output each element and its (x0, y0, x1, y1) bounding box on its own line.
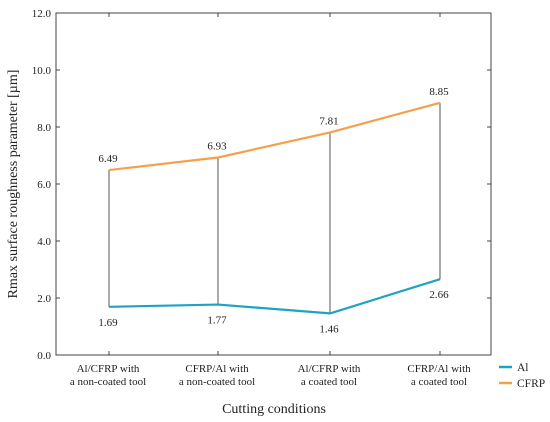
data-labels: 6.49 6.93 7.81 8.85 1.69 1.77 1.46 2.66 (98, 86, 449, 336)
data-label-cfrp: 6.49 (98, 153, 118, 165)
y-tick-label: 8.0 (37, 122, 51, 134)
legend: Al CFRP (499, 362, 545, 390)
x-axis-title: Cutting conditions (222, 402, 326, 417)
y-tick-label: 0.0 (37, 350, 51, 362)
category-label: Al/CFRP with a non-coated tool (70, 363, 146, 388)
y-tick-label: 4.0 (37, 236, 51, 248)
category-label-line: CFRP/Al with (185, 363, 249, 375)
y-axis-title: Rmax surface roughness parameter [µm] (6, 70, 21, 299)
category-label-line: a coated tool (301, 376, 357, 388)
y-tick-label: 6.0 (37, 179, 51, 191)
data-label-cfrp: 7.81 (319, 115, 338, 127)
data-label-al: 2.66 (429, 289, 449, 301)
category-label-line: a non-coated tool (179, 376, 255, 388)
data-label-cfrp: 6.93 (207, 140, 227, 152)
data-label-al: 1.69 (98, 317, 118, 329)
category-label: CFRP/Al with a non-coated tool (179, 363, 255, 388)
series-line-cfrp (108, 101, 441, 172)
category-label-line: CFRP/Al with (407, 363, 471, 375)
category-label-line: Al/CFRP with (77, 363, 140, 375)
y-axis-ticks: 0.0 2.0 4.0 6.0 8.0 10.0 12.0 (32, 8, 491, 362)
category-label-line: a non-coated tool (70, 376, 146, 388)
legend-label-cfrp: CFRP (517, 378, 545, 390)
data-label-cfrp: 8.85 (429, 86, 449, 98)
plot-frame (55, 12, 492, 356)
series-line-al (108, 278, 441, 315)
connectors (108, 102, 441, 314)
category-label: Al/CFRP with a coated tool (298, 363, 361, 388)
category-label-line: a coated tool (411, 376, 467, 388)
y-tick-label: 2.0 (37, 293, 51, 305)
category-label-line: Al/CFRP with (298, 363, 361, 375)
y-tick-label: 12.0 (32, 8, 52, 20)
data-label-al: 1.46 (319, 323, 339, 335)
legend-label-al: Al (517, 362, 529, 374)
series-lines (108, 101, 441, 315)
category-label: CFRP/Al with a coated tool (407, 363, 471, 388)
y-tick-label: 10.0 (32, 65, 52, 77)
data-label-al: 1.77 (207, 315, 227, 327)
